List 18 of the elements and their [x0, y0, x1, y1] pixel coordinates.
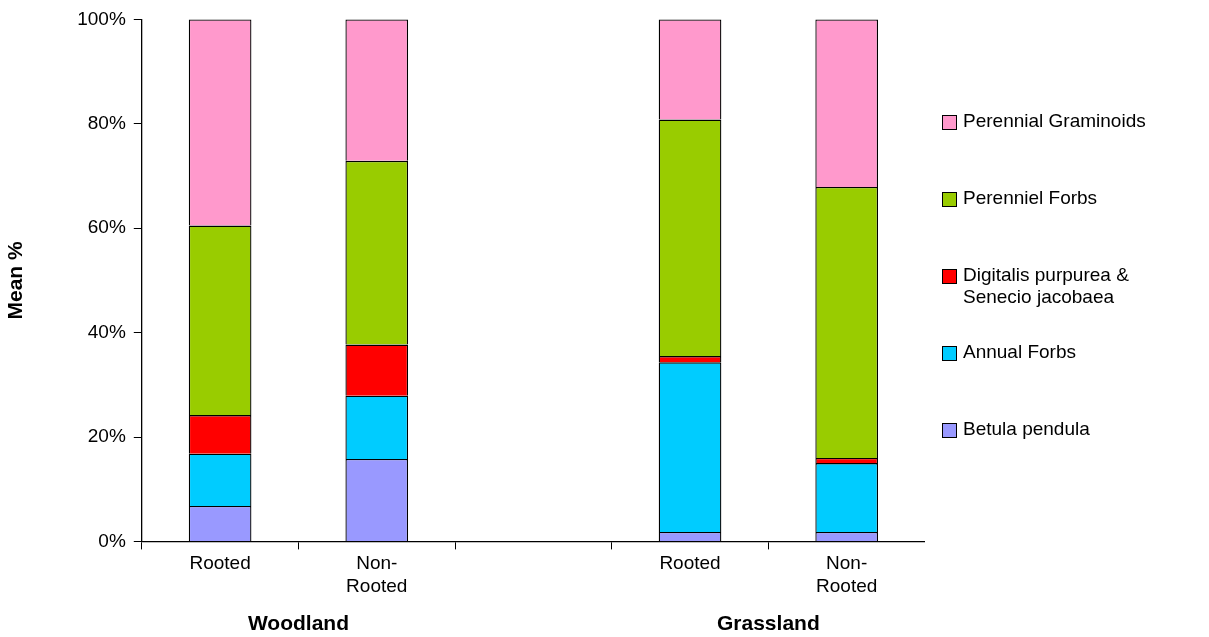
- y-axis-title: Mean %: [3, 240, 27, 320]
- x-tick-label: Rooted: [659, 552, 721, 574]
- legend-label: Digitalis purpurea & Senecio jacobaea: [963, 264, 1130, 308]
- legend-label: Annual Forbs: [963, 341, 1077, 363]
- y-tick-label: 20%: [87, 425, 126, 447]
- y-tick-label: 0%: [98, 529, 126, 551]
- x-tick-label: Non-Rooted: [816, 552, 878, 596]
- legend-label: Perennial Graminoids: [963, 110, 1146, 132]
- y-tick-label: 80%: [87, 112, 126, 134]
- x-tick-label: Non-Rooted: [346, 552, 408, 596]
- legend-label: Betula pendula: [963, 418, 1090, 440]
- text: Woodland: [247, 610, 349, 634]
- x-tick-label: Rooted: [189, 552, 251, 574]
- y-tick-label: 40%: [87, 320, 126, 342]
- y-tick-label: 60%: [87, 216, 126, 238]
- text: Grassland: [717, 610, 820, 634]
- legend-label: Perenniel Forbs: [963, 187, 1098, 209]
- y-tick-label: 100%: [77, 7, 126, 29]
